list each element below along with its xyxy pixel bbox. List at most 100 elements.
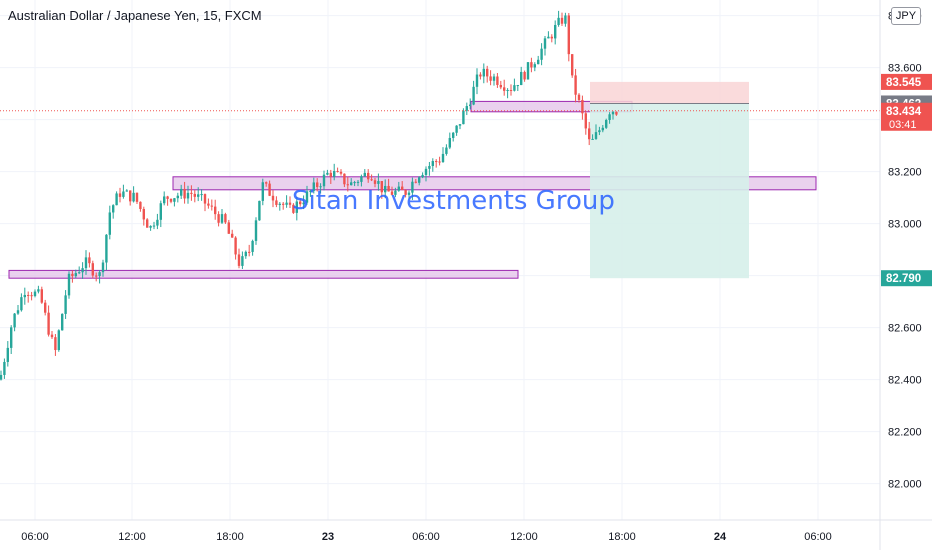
candle-body [57, 330, 60, 351]
candle-body [244, 251, 247, 257]
candle-body [567, 15, 570, 55]
candle-body [350, 182, 353, 186]
candle-body [601, 127, 604, 131]
time-axis[interactable]: 06:00 12:00 18:00 23 06:00 12:00 18:00 24 06:00 [0, 519, 932, 543]
candle-body [282, 203, 285, 205]
candle-body [125, 190, 128, 192]
candle-body [254, 220, 258, 241]
time-tick-label: 24 [714, 531, 727, 543]
candle-body [472, 86, 475, 105]
time-tick-label: 18:00 [216, 531, 244, 543]
candle-body [608, 114, 611, 120]
candle-body [95, 275, 98, 277]
candle-body [397, 186, 400, 191]
currency-button[interactable]: JPY [891, 7, 921, 25]
candle-body [50, 334, 54, 338]
candle-body [380, 181, 383, 193]
candle-body [540, 48, 543, 60]
candle-body [475, 74, 479, 87]
candle-body [520, 71, 523, 86]
candle-body [248, 251, 251, 253]
candle-body [108, 212, 111, 235]
candle-body [445, 147, 448, 154]
candle-body [377, 181, 380, 184]
candle-body [27, 294, 30, 296]
stop-loss-area [590, 81, 749, 104]
price-tag-last [881, 102, 932, 131]
candle-body [265, 182, 268, 184]
candle-body [285, 202, 288, 205]
candle-body [309, 190, 312, 192]
candle-countdown: 03:41 [889, 119, 917, 131]
candle-body [462, 110, 465, 125]
candle-body [492, 76, 496, 81]
candle-body [210, 205, 213, 207]
price-tick-label: 82.400 [888, 375, 922, 387]
candle-body [183, 188, 186, 199]
price-tick-label: 82.000 [888, 479, 922, 491]
candle-body [193, 193, 196, 197]
candle-body [292, 204, 295, 213]
candle-body [295, 201, 298, 213]
candle-body [71, 273, 74, 277]
candle-body [543, 38, 547, 49]
candle-body [16, 310, 20, 314]
candle-body [118, 193, 122, 197]
candle-body [33, 291, 37, 297]
candle-body [394, 190, 397, 195]
candle-body [547, 36, 550, 39]
candle-body [509, 90, 513, 92]
candle-body [363, 172, 366, 177]
candle-body [421, 174, 424, 178]
candle-body [343, 173, 346, 185]
candle-body [530, 62, 533, 68]
price-tick-label: 82.600 [888, 323, 922, 335]
time-tick-label: 06:00 [21, 531, 49, 543]
candle-body [149, 225, 152, 228]
candle-body [557, 17, 560, 25]
candle-body [173, 198, 176, 202]
candle-body [139, 201, 142, 209]
candle-body [275, 200, 278, 205]
candle-body [61, 313, 64, 331]
candle-body [401, 186, 404, 191]
candle-body [54, 337, 57, 351]
candle-body [499, 84, 502, 88]
price-axis[interactable]: 83.80083.60083.20083.00082.60082.40082.2… [879, 0, 932, 550]
candle-body [166, 196, 169, 199]
candle-body [47, 312, 50, 335]
candle-body [132, 192, 135, 202]
candle-body [152, 225, 156, 227]
price-tag-target [881, 270, 932, 287]
candle-body [411, 181, 414, 193]
price-tag-label: 82.790 [886, 273, 921, 285]
candle-body [84, 257, 88, 269]
candlestick-series [0, 10, 618, 381]
candle-body [611, 111, 615, 115]
candle-body [129, 190, 132, 202]
candle-body [180, 188, 183, 196]
candle-body [356, 181, 360, 183]
zone-low [8, 269, 519, 279]
candle-body [20, 297, 23, 311]
candle-body [333, 171, 336, 177]
candle-body [271, 195, 275, 201]
candle-body [305, 191, 309, 203]
candle-body [465, 106, 468, 111]
price-tick-label: 82.200 [888, 427, 922, 439]
short-position-tool[interactable] [590, 81, 749, 279]
candle-body [469, 104, 472, 107]
candle-body [231, 233, 234, 238]
candle-body [326, 172, 329, 175]
price-tag-label: 83.545 [886, 77, 922, 89]
candle-body [353, 182, 356, 184]
candle-body [227, 222, 230, 234]
candle-body [268, 183, 271, 196]
candle-body [605, 119, 608, 128]
candle-body [258, 200, 261, 221]
candle-body [241, 256, 244, 266]
candle-body [312, 182, 315, 191]
candle-body [414, 181, 417, 183]
price-tag-label: 83.434 [886, 106, 922, 118]
